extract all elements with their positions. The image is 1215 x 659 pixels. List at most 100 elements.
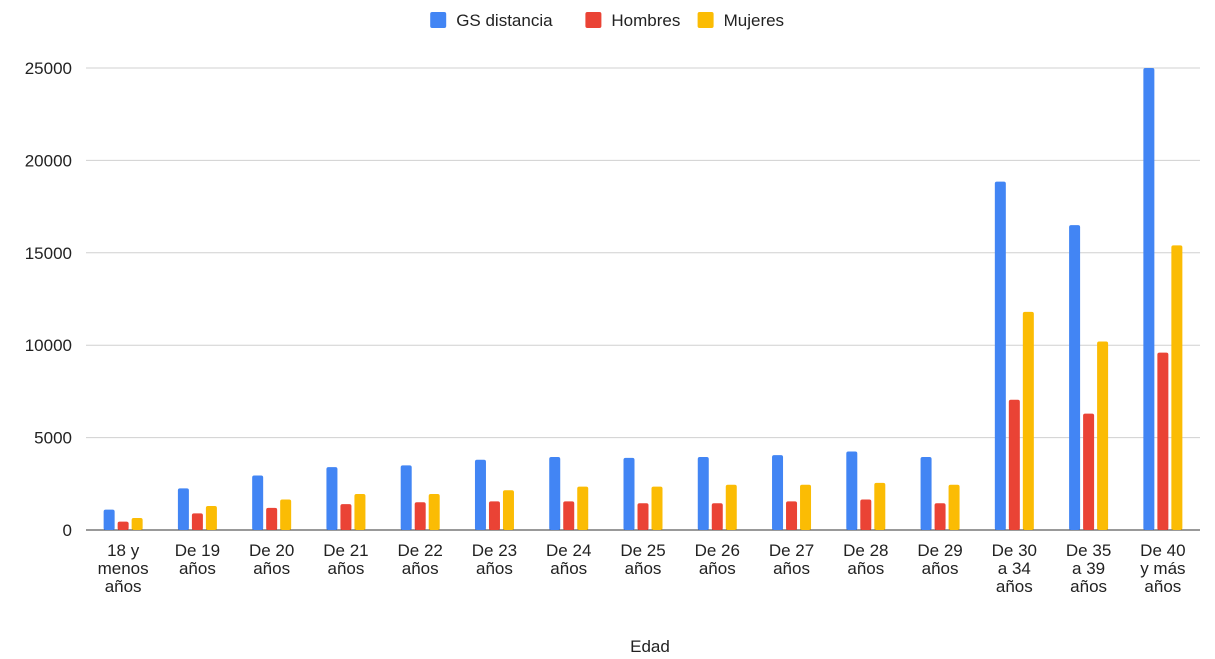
legend: GS distancia Hombres Mujeres: [430, 11, 784, 30]
x-category-label: De 28 años: [843, 541, 888, 578]
bar-gs-distancia: [772, 455, 784, 530]
legend-label: Hombres: [611, 11, 680, 30]
bar-gs-distancia: [252, 475, 264, 530]
bar-mujeres: [502, 490, 514, 530]
x-category-label-line: De 20: [249, 541, 294, 560]
bar-mujeres: [1097, 341, 1109, 530]
bars: [103, 68, 1183, 531]
x-category-label-line: años: [1144, 577, 1181, 596]
y-axis-tick-labels: 0 5000 10000 15000 20000 25000: [25, 59, 72, 540]
x-category-label-line: años: [327, 559, 364, 578]
legend-swatch: [585, 12, 602, 28]
x-category-label-line: años: [847, 559, 884, 578]
x-axis-title: Edad: [630, 637, 670, 656]
legend-label: GS distancia: [456, 11, 553, 30]
x-category-label-line: años: [253, 559, 290, 578]
x-category-label-line: años: [1070, 577, 1107, 596]
bar-gs-distancia: [920, 457, 932, 530]
x-category-label-line: años: [699, 559, 736, 578]
x-category-label-line: años: [922, 559, 959, 578]
x-category-label-line: años: [179, 559, 216, 578]
x-category-label: De 20 años: [249, 541, 294, 578]
x-category-label-line: De 35: [1066, 541, 1111, 560]
x-category-label: De 26 años: [695, 541, 740, 578]
x-category-label: De 22 años: [398, 541, 443, 578]
bar-gs-distancia: [474, 459, 486, 530]
bar-gs-distancia: [846, 451, 858, 530]
bar-gs-distancia: [549, 457, 561, 530]
y-tick-label: 10000: [25, 336, 72, 355]
x-category-label-line: De 24: [546, 541, 591, 560]
bar-mujeres: [1171, 245, 1183, 530]
x-category-label-line: De 26: [695, 541, 740, 560]
bar-gs-distancia: [994, 181, 1006, 531]
x-category-label-line: años: [402, 559, 439, 578]
bar-hombres: [117, 521, 129, 530]
bar-mujeres: [948, 484, 960, 530]
x-category-label-line: De 23: [472, 541, 517, 560]
bar-gs-distancia: [623, 457, 635, 530]
y-tick-label: 0: [63, 521, 72, 540]
x-category-label-line: De 21: [323, 541, 368, 560]
bar-mujeres: [800, 484, 812, 530]
x-category-label-line: años: [476, 559, 513, 578]
bar-gs-distancia: [326, 467, 338, 530]
bar-hombres: [934, 503, 946, 530]
x-category-label: De 25 años: [620, 541, 665, 578]
x-category-label-line: De 40: [1140, 541, 1185, 560]
bar-hombres: [266, 507, 278, 530]
legend-item: Hombres: [585, 11, 680, 30]
x-category-label-line: De 19: [175, 541, 220, 560]
bar-hombres: [414, 502, 426, 530]
bar-gs-distancia: [177, 488, 189, 530]
x-category-label: De 24 años: [546, 541, 591, 578]
x-category-label: De 21 años: [323, 541, 368, 578]
x-category-label: De 19 años: [175, 541, 220, 578]
x-category-label-line: De 30: [992, 541, 1037, 560]
bar-gs-distancia: [1143, 68, 1155, 530]
legend-swatch: [697, 12, 714, 28]
y-tick-label: 5000: [34, 429, 72, 448]
x-category-label-line: De 28: [843, 541, 888, 560]
bar-hombres: [1008, 399, 1020, 530]
bar-mujeres: [725, 484, 737, 530]
bar-mujeres: [874, 482, 886, 530]
x-category-label: De 23 años: [472, 541, 517, 578]
x-category-label-line: a 34: [998, 559, 1031, 578]
x-category-label: De 40 y más años: [1140, 541, 1185, 596]
bar-mujeres: [354, 493, 366, 530]
y-tick-label: 15000: [25, 244, 72, 263]
x-category-label-line: menos: [98, 559, 149, 578]
x-category-label-line: a 39: [1072, 559, 1105, 578]
bar-mujeres: [651, 486, 663, 530]
bar-hombres: [1157, 352, 1169, 530]
bar-hombres: [786, 501, 798, 530]
bar-gs-distancia: [697, 457, 709, 530]
bar-gs-distancia: [1069, 225, 1081, 530]
x-category-label-line: 18 y: [107, 541, 140, 560]
bar-mujeres: [205, 505, 217, 530]
x-category-label-line: De 25: [620, 541, 665, 560]
x-category-label: De 35 a 39 años: [1066, 541, 1111, 596]
x-category-label-line: y más: [1140, 559, 1185, 578]
legend-item: GS distancia: [430, 11, 553, 30]
x-category-label: De 30 a 34 años: [992, 541, 1037, 596]
bar-hombres: [488, 501, 500, 530]
x-category-label: De 27 años: [769, 541, 814, 578]
x-category-label-line: De 22: [398, 541, 443, 560]
bar-hombres: [563, 501, 575, 530]
bar-gs-distancia: [103, 509, 115, 530]
x-category-label-line: De 29: [917, 541, 962, 560]
bar-mujeres: [577, 486, 589, 530]
x-category-label-line: años: [550, 559, 587, 578]
x-category-label: De 29 años: [917, 541, 962, 578]
x-category-label-line: años: [625, 559, 662, 578]
legend-label: Mujeres: [724, 11, 784, 30]
bar-mujeres: [131, 517, 143, 530]
legend-swatch: [430, 12, 447, 28]
bar-mujeres: [428, 493, 440, 530]
bar-hombres: [860, 499, 872, 530]
legend-item: Mujeres: [697, 11, 784, 30]
